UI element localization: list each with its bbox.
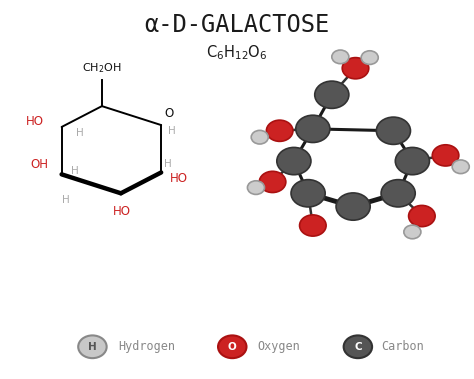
Circle shape (336, 193, 370, 220)
Text: Oxygen: Oxygen (257, 340, 300, 353)
Circle shape (452, 160, 469, 174)
Circle shape (296, 115, 330, 143)
Text: H: H (62, 195, 69, 205)
Text: Carbon: Carbon (382, 340, 424, 353)
Circle shape (432, 145, 459, 166)
Circle shape (266, 120, 293, 141)
Circle shape (251, 130, 268, 144)
Circle shape (395, 147, 429, 175)
Circle shape (277, 147, 311, 175)
Text: H: H (168, 126, 176, 136)
Circle shape (342, 58, 369, 79)
Text: C: C (354, 342, 362, 352)
Circle shape (404, 225, 421, 239)
Text: Hydrogen: Hydrogen (118, 340, 175, 353)
Text: H: H (76, 128, 83, 138)
Text: HO: HO (113, 205, 131, 218)
Text: HO: HO (170, 172, 188, 185)
Text: $\mathregular{CH_2OH}$: $\mathregular{CH_2OH}$ (82, 61, 122, 75)
Circle shape (259, 171, 286, 193)
Text: H: H (71, 166, 78, 175)
Text: HO: HO (26, 115, 44, 128)
Text: H: H (88, 342, 97, 352)
Text: $\mathregular{C_6H_{12}O_6}$: $\mathregular{C_6H_{12}O_6}$ (206, 43, 268, 62)
Circle shape (381, 180, 415, 207)
Circle shape (78, 335, 107, 358)
Text: H: H (164, 159, 171, 169)
Circle shape (361, 51, 378, 64)
Text: OH: OH (31, 158, 49, 171)
Text: α-D-GALACTOSE: α-D-GALACTOSE (145, 13, 329, 37)
Circle shape (315, 81, 349, 108)
Circle shape (344, 335, 372, 358)
Circle shape (376, 117, 410, 144)
Circle shape (409, 205, 435, 227)
Circle shape (218, 335, 246, 358)
Circle shape (300, 215, 326, 236)
Text: O: O (228, 342, 237, 352)
Text: O: O (164, 107, 174, 120)
Circle shape (332, 50, 349, 64)
Circle shape (291, 180, 325, 207)
Circle shape (247, 181, 264, 194)
